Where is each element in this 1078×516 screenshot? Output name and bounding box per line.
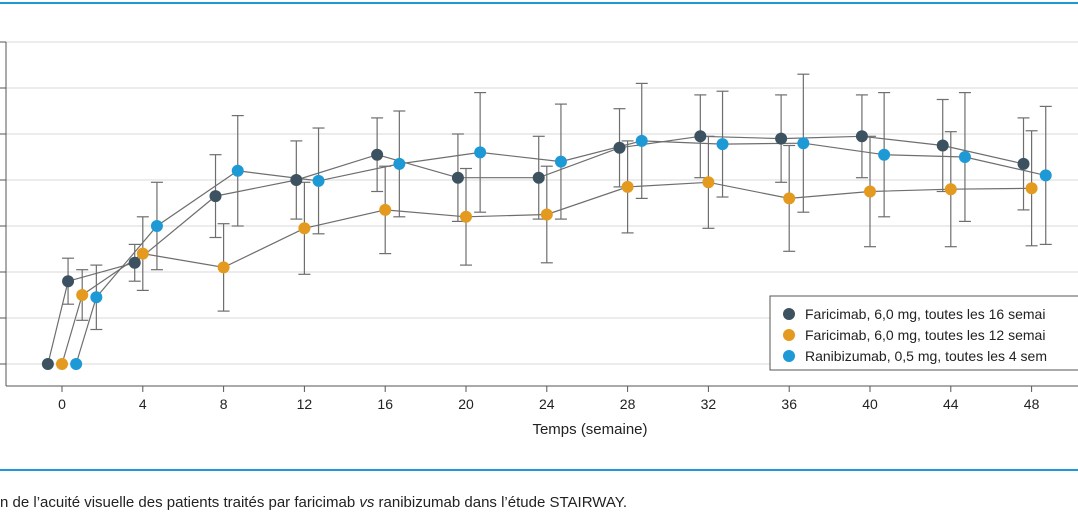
data-point	[554, 155, 567, 168]
x-tick-label: 40	[862, 396, 878, 412]
line-chart: 0 4 8 12 16 20 24 28 32 36 40 44 48 Temps (semaine) …	[0, 41, 1078, 438]
x-tick-label: 8	[220, 396, 228, 412]
x-tick-label: 0	[58, 396, 66, 412]
series-line	[75, 140, 1046, 365]
data-point	[936, 139, 949, 152]
data-point	[958, 151, 971, 163]
data-point	[878, 148, 891, 161]
data-point	[621, 180, 634, 193]
error-bars	[62, 73, 1052, 331]
x-tick-label: 48	[1024, 396, 1040, 412]
data-point	[1039, 169, 1052, 182]
legend: Faricimab, 6,0 mg, toutes les 16 semai Fa…	[769, 295, 1078, 371]
data-point	[393, 157, 406, 170]
data-point	[90, 291, 103, 304]
data-point	[855, 130, 868, 143]
data-point	[70, 358, 83, 370]
data-point	[1025, 182, 1038, 195]
data-point	[41, 358, 54, 370]
legend-marker	[783, 308, 795, 320]
x-tick-label: 44	[943, 396, 959, 412]
data-point	[56, 358, 68, 370]
data-point	[775, 132, 788, 145]
legend-label: Ranibizumab, 0,5 mg, toutes les 4 sem	[805, 348, 1047, 364]
data-point	[716, 138, 729, 151]
data-point	[944, 183, 957, 196]
legend-marker	[783, 329, 795, 341]
legend-label: Faricimab, 6,0 mg, toutes les 16 semai	[805, 306, 1045, 322]
x-tick-labels: 0 4 8 12 16 20 24 28 32 36 40 44 48	[58, 396, 1039, 412]
data-point	[128, 256, 141, 269]
data-point	[451, 171, 464, 184]
data-points	[41, 130, 1052, 370]
data-point	[474, 146, 487, 159]
x-tick-label: 20	[458, 396, 474, 412]
data-point	[783, 192, 796, 205]
bottom-rule	[0, 469, 1078, 471]
data-point	[312, 174, 325, 187]
x-tick-label: 12	[297, 396, 313, 412]
x-tick-label: 16	[377, 396, 393, 412]
data-point	[460, 210, 472, 223]
x-tick-label: 28	[620, 396, 636, 412]
x-tick-label: 24	[539, 396, 555, 412]
legend-box	[769, 295, 1078, 371]
data-point	[150, 220, 163, 232]
data-point	[76, 289, 89, 301]
x-axis-title: Temps (semaine)	[532, 421, 647, 438]
figure-caption: n de l’acuité visuelle des patients trai…	[0, 494, 627, 511]
data-point	[540, 208, 553, 221]
legend-marker	[783, 350, 795, 362]
data-point	[136, 247, 149, 260]
data-point	[635, 134, 648, 147]
data-point	[694, 130, 707, 143]
top-rule	[0, 2, 1078, 4]
data-point	[62, 275, 75, 288]
data-point	[217, 261, 230, 274]
data-point	[1017, 157, 1030, 170]
data-point	[379, 203, 392, 216]
axes	[0, 41, 1078, 392]
series-line	[61, 181, 1032, 365]
legend-label: Faricimab, 6,0 mg, toutes les 12 semai	[805, 327, 1045, 343]
data-point	[702, 176, 715, 189]
x-tick-label: 36	[781, 396, 797, 412]
data-point	[797, 137, 810, 150]
data-point	[864, 185, 876, 198]
caption-text-1: n de l’acuité visuelle des patients trai…	[0, 494, 360, 511]
data-point	[613, 141, 626, 154]
data-point	[371, 148, 384, 161]
data-point	[290, 174, 303, 186]
data-point	[298, 222, 311, 235]
x-tick-label: 4	[139, 396, 147, 412]
data-point	[231, 164, 244, 177]
caption-text-2: ranibizumab dans l’étude STAIRWAY.	[374, 494, 627, 511]
data-point	[532, 171, 545, 184]
data-point	[209, 190, 222, 203]
x-tick-label: 32	[701, 396, 717, 412]
caption-text-vs: vs	[359, 494, 375, 511]
